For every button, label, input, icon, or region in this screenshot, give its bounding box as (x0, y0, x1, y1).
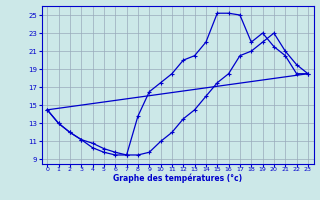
X-axis label: Graphe des températures (°c): Graphe des températures (°c) (113, 174, 242, 183)
